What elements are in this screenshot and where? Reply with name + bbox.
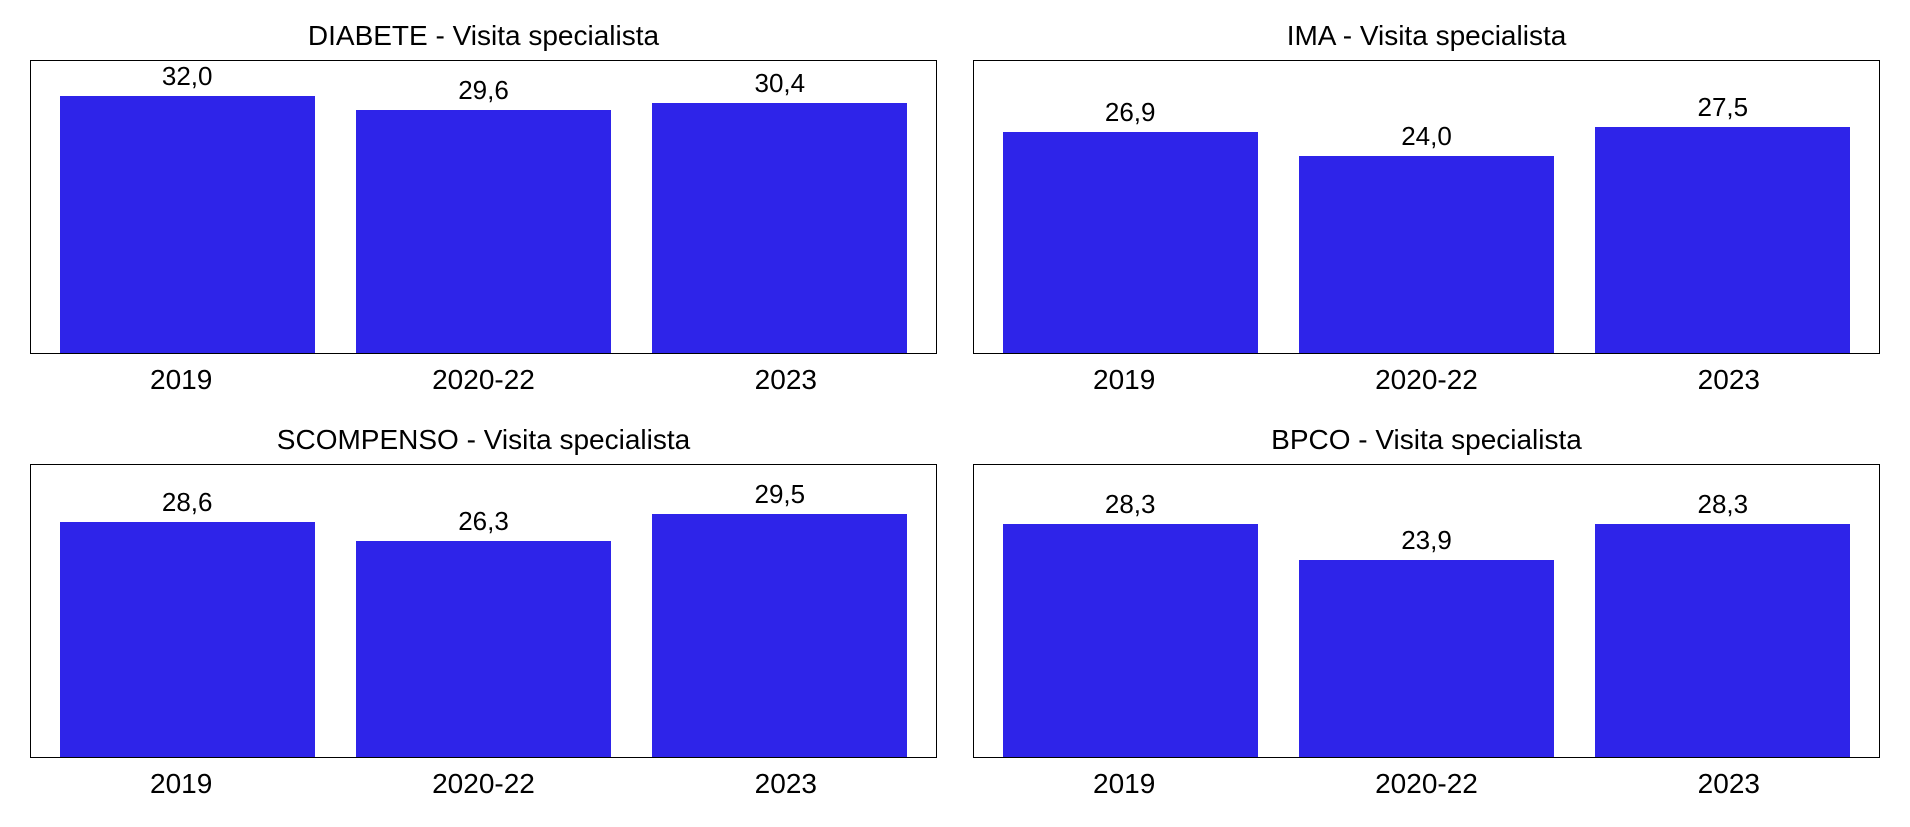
bar-value-label: 28,3 <box>1698 489 1749 520</box>
axis-tick: 2023 <box>635 768 937 800</box>
x-axis: 2019 2020-22 2023 <box>30 768 937 800</box>
bar-slot: 27,5 <box>1575 61 1871 353</box>
axis-tick: 2019 <box>973 768 1275 800</box>
panel-ima: IMA - Visita specialista 26,9 24,0 27,5 … <box>973 20 1880 396</box>
axis-tick: 2023 <box>1578 768 1880 800</box>
axis-tick: 2019 <box>30 364 332 396</box>
bar-value-label: 28,6 <box>162 487 213 518</box>
bar-value-label: 28,3 <box>1105 489 1156 520</box>
bar-value-label: 30,4 <box>755 68 806 99</box>
panel-bpco: BPCO - Visita specialista 28,3 23,9 28,3… <box>973 424 1880 800</box>
bar-slot: 32,0 <box>39 61 335 353</box>
bar-slot: 29,6 <box>335 61 631 353</box>
bar <box>1003 524 1258 757</box>
panel-title: SCOMPENSO - Visita specialista <box>30 424 937 456</box>
bar-value-label: 26,3 <box>458 506 509 537</box>
chart-grid: DIABETE - Visita specialista 32,0 29,6 3… <box>30 20 1880 800</box>
bar-slot: 23,9 <box>1278 465 1574 757</box>
bar-value-label: 26,9 <box>1105 97 1156 128</box>
bar <box>356 110 611 353</box>
panel-title: IMA - Visita specialista <box>973 20 1880 52</box>
bar <box>1595 127 1850 353</box>
x-axis: 2019 2020-22 2023 <box>973 768 1880 800</box>
plot-box: 32,0 29,6 30,4 <box>30 60 937 354</box>
bar-slot: 28,3 <box>982 465 1278 757</box>
bar-slot: 30,4 <box>632 61 928 353</box>
bar <box>1003 132 1258 353</box>
axis-tick: 2019 <box>30 768 332 800</box>
panel-diabete: DIABETE - Visita specialista 32,0 29,6 3… <box>30 20 937 396</box>
x-axis: 2019 2020-22 2023 <box>973 364 1880 396</box>
axis-tick: 2023 <box>635 364 937 396</box>
bar <box>1299 560 1554 757</box>
axis-tick: 2020-22 <box>332 364 634 396</box>
bar-slot: 28,3 <box>1575 465 1871 757</box>
panel-scompenso: SCOMPENSO - Visita specialista 28,6 26,3… <box>30 424 937 800</box>
bar-value-label: 32,0 <box>162 61 213 92</box>
bar-slot: 28,6 <box>39 465 335 757</box>
bar <box>652 103 907 353</box>
panel-title: BPCO - Visita specialista <box>973 424 1880 456</box>
bar-value-label: 23,9 <box>1401 525 1452 556</box>
bar-value-label: 29,5 <box>755 479 806 510</box>
bar <box>356 541 611 757</box>
bar-slot: 24,0 <box>1278 61 1574 353</box>
bar-slot: 26,9 <box>982 61 1278 353</box>
axis-tick: 2020-22 <box>1275 768 1577 800</box>
bar <box>60 96 315 353</box>
axis-tick: 2023 <box>1578 364 1880 396</box>
plot-box: 26,9 24,0 27,5 <box>973 60 1880 354</box>
panel-title: DIABETE - Visita specialista <box>30 20 937 52</box>
bar-slot: 26,3 <box>335 465 631 757</box>
axis-tick: 2020-22 <box>1275 364 1577 396</box>
bar <box>1299 156 1554 353</box>
bar-value-label: 24,0 <box>1401 121 1452 152</box>
bar-value-label: 27,5 <box>1698 92 1749 123</box>
bar-slot: 29,5 <box>632 465 928 757</box>
x-axis: 2019 2020-22 2023 <box>30 364 937 396</box>
bar <box>652 514 907 757</box>
bar <box>1595 524 1850 757</box>
plot-box: 28,3 23,9 28,3 <box>973 464 1880 758</box>
bar-value-label: 29,6 <box>458 75 509 106</box>
bar <box>60 522 315 757</box>
plot-box: 28,6 26,3 29,5 <box>30 464 937 758</box>
axis-tick: 2020-22 <box>332 768 634 800</box>
axis-tick: 2019 <box>973 364 1275 396</box>
